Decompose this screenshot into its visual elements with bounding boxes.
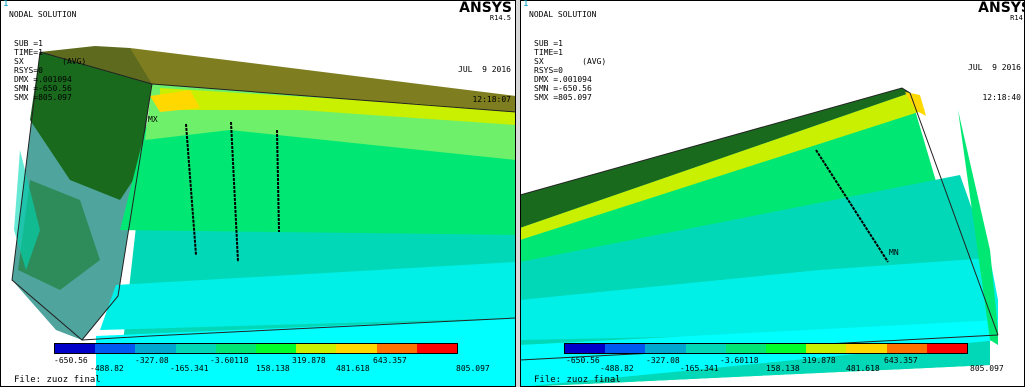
legend-swatch	[565, 344, 606, 353]
legend-swatch	[135, 344, 176, 353]
file-label: File: zuoz final	[534, 375, 621, 385]
time-text: 12:18:07	[472, 95, 511, 104]
solution-info: SUB =1 TIME=1 SX (AVG) RSYS=0 DMX =.0010…	[534, 39, 606, 102]
mn-label: MN	[889, 248, 899, 257]
legend-tick: 319.878	[802, 356, 836, 365]
model-face-left-patch	[18, 180, 100, 290]
legend-tick: -3.60118	[210, 356, 249, 365]
timestamp: JUL 9 2016 12:18:07	[458, 45, 511, 125]
model-top-edge	[40, 48, 516, 112]
legend-tick: -488.82	[600, 364, 634, 373]
legend-swatch	[256, 344, 297, 353]
legend-swatch	[605, 344, 646, 353]
legend-tick: -3.60118	[720, 356, 759, 365]
legend-tick: -488.82	[90, 364, 124, 373]
color-legend	[54, 343, 458, 354]
fea-model-left[interactable]	[0, 0, 516, 387]
legend-tick: 805.097	[456, 364, 490, 373]
legend-tick: 158.138	[766, 364, 800, 373]
date-text: JUL 9 2016	[458, 65, 511, 74]
legend-swatch	[215, 344, 257, 353]
info-line: SX (AVG)	[534, 57, 607, 66]
legend-tick: 805.097	[970, 364, 1004, 373]
legend-tick: 481.618	[336, 364, 370, 373]
info-line: DMX =.001094	[534, 75, 592, 84]
legend-swatch	[95, 344, 136, 353]
plot-title: NODAL SOLUTION	[529, 10, 597, 19]
legend-tick: -327.08	[135, 356, 169, 365]
panel-divider	[516, 0, 520, 387]
file-label: File: zuoz final	[14, 375, 101, 385]
legend-tick: -327.08	[646, 356, 680, 365]
info-line: SUB =1	[14, 39, 43, 48]
info-line: SMX =805.097	[14, 93, 72, 102]
legend-swatch	[336, 344, 377, 353]
legend-tick: -165.341	[680, 364, 719, 373]
info-line: RSYS=0	[534, 66, 563, 75]
legend-swatch	[806, 344, 847, 353]
viewport-left[interactable]: 1 NODAL SOLUTION SUB =1 TIME=1 SX (AVG) …	[0, 0, 516, 387]
crack-line-2	[230, 121, 239, 263]
legend-swatch	[886, 344, 927, 353]
info-line: SMX =805.097	[534, 93, 592, 102]
window-number: 1	[523, 0, 529, 9]
model-face-left-stress	[30, 52, 152, 200]
legend-swatch	[766, 344, 807, 353]
mx-label: MX	[148, 115, 158, 124]
legend-tick: 481.618	[846, 364, 880, 373]
info-line: SMN =-650.56	[14, 84, 72, 93]
legend-tick: -650.56	[566, 356, 600, 365]
model-top-edge	[520, 88, 910, 228]
legend-swatch	[846, 344, 887, 353]
legend-tick: -650.56	[54, 356, 88, 365]
info-line: SMN =-650.56	[534, 84, 592, 93]
info-line: RSYS=0	[14, 66, 43, 75]
version-label: R14.	[1010, 14, 1025, 22]
window-number: 1	[3, 0, 9, 9]
crack-line-1	[185, 123, 197, 256]
version-label: R14.5	[489, 14, 511, 22]
viewport-right[interactable]: 1 NODAL SOLUTION SUB =1 TIME=1 SX (AVG) …	[520, 0, 1025, 387]
timestamp: JUL 9 2016 12:18:40	[968, 43, 1021, 123]
legend-swatch	[645, 344, 686, 353]
legend-swatch	[685, 344, 726, 353]
legend-swatch	[55, 344, 96, 353]
legend-swatch	[725, 344, 767, 353]
date-text: JUL 9 2016	[968, 63, 1021, 72]
solution-info: SUB =1 TIME=1 SX (AVG) RSYS=0 DMX =.0010…	[14, 39, 86, 102]
color-legend	[564, 343, 968, 354]
info-line: SX (AVG)	[14, 57, 87, 66]
info-line: DMX =.001094	[14, 75, 72, 84]
legend-tick: 158.138	[256, 364, 290, 373]
legend-tick: 643.357	[373, 356, 407, 365]
legend-swatch	[296, 344, 337, 353]
legend-swatch	[416, 344, 458, 353]
info-line: TIME=1	[14, 48, 43, 57]
legend-tick: 319.878	[292, 356, 326, 365]
legend-swatch	[376, 344, 417, 353]
plot-title: NODAL SOLUTION	[9, 10, 77, 19]
legend-tick: 643.357	[884, 356, 918, 365]
time-text: 12:18:40	[982, 93, 1021, 102]
legend-swatch	[926, 344, 968, 353]
crack-line	[815, 149, 889, 263]
info-line: SUB =1	[534, 39, 563, 48]
legend-swatch	[175, 344, 216, 353]
info-line: TIME=1	[534, 48, 563, 57]
ansys-logo: ANSYS	[459, 0, 512, 16]
ansys-logo: ANSYS	[978, 0, 1025, 16]
crack-line-3	[276, 129, 280, 233]
model-band-cyan	[100, 262, 516, 330]
legend-tick: -165.341	[170, 364, 209, 373]
